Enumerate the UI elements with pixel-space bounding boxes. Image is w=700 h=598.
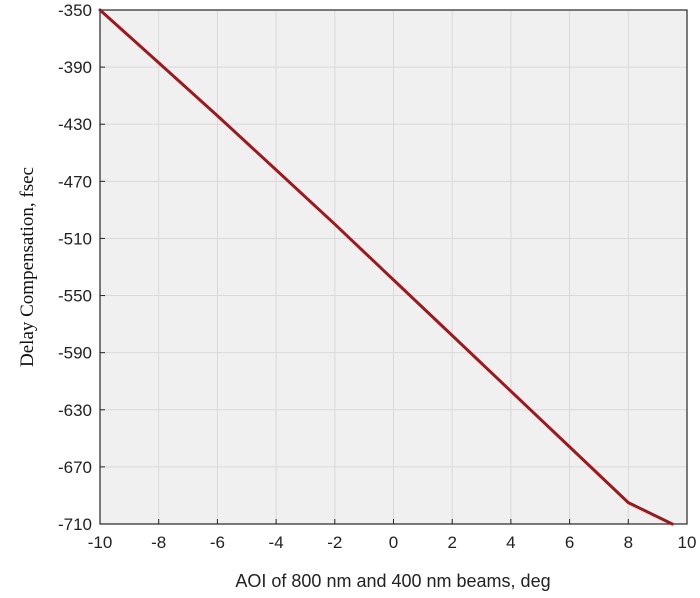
series-line [98, 8, 674, 526]
y-tick-label: -550 [58, 287, 92, 306]
x-tick-label: 6 [565, 533, 574, 552]
x-tick-label: -8 [151, 533, 166, 552]
plot-frame [99, 9, 688, 525]
y-tick-label: -350 [58, 1, 92, 20]
x-axis-label: AOI of 800 nm and 400 nm beams, deg [235, 571, 550, 591]
y-tick-label: -510 [58, 229, 92, 248]
y-tick-label: -430 [58, 115, 92, 134]
y-tick-label: -590 [58, 344, 92, 363]
axes [99, 9, 688, 525]
y-tick-label: -630 [58, 401, 92, 420]
x-tick-label: 4 [506, 533, 515, 552]
x-tick-labels: -10 -8 -6 -4 -2 0 2 4 6 8 10 [88, 533, 697, 552]
x-tick-label: 2 [447, 533, 456, 552]
x-tick-label: -2 [327, 533, 342, 552]
x-tick-label: -4 [269, 533, 284, 552]
y-tick-label: -470 [58, 172, 92, 191]
y-tick-labels: -350 -390 -430 -470 -510 -550 -590 -630 -670 -710 [58, 1, 92, 534]
x-tick-label: 10 [678, 533, 697, 552]
y-axis-label: Delay Compensation, fsec [17, 167, 38, 367]
x-tick-label: 0 [389, 533, 398, 552]
y-tick-label: -670 [58, 458, 92, 477]
y-tick-label: -710 [58, 515, 92, 534]
y-tick-label: -390 [58, 58, 92, 77]
series-group [98, 8, 674, 526]
x-tick-label: 8 [624, 533, 633, 552]
x-tick-label: -10 [88, 533, 113, 552]
x-tick-label: -6 [210, 533, 225, 552]
